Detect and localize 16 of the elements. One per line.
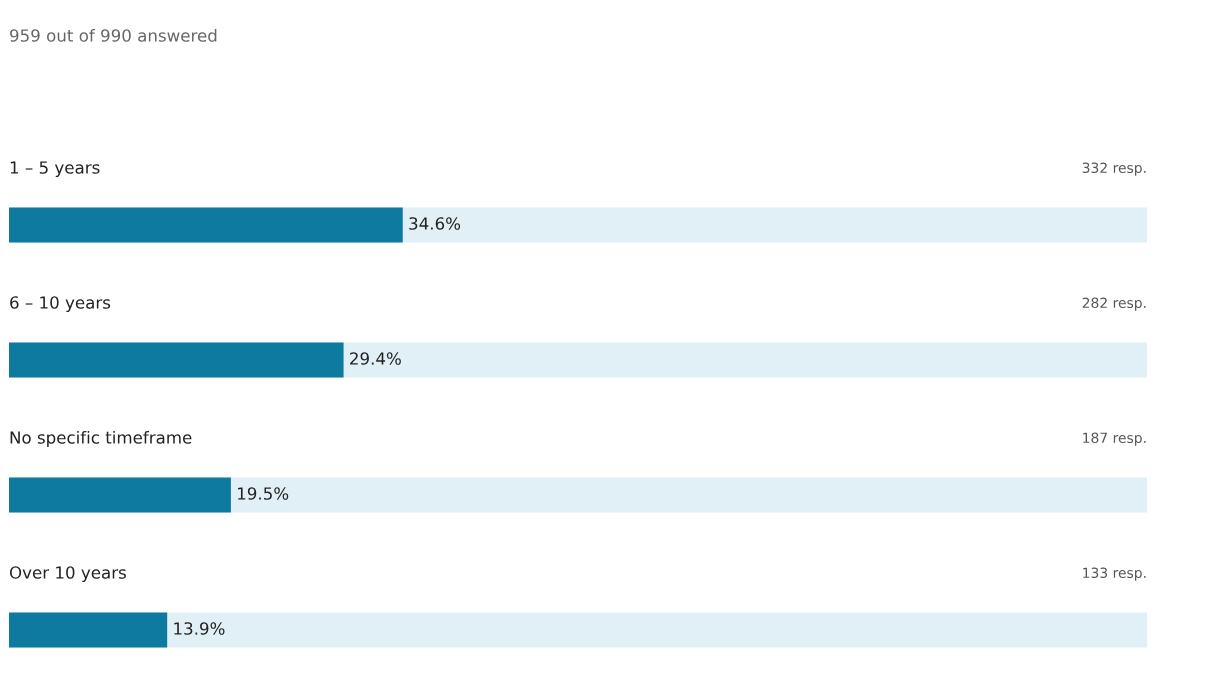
annotation: 282 resp. — [1082, 297, 1146, 311]
y-tick-label: 1 – 5 years — [10, 161, 100, 178]
annotation: 133 resp. — [1083, 567, 1146, 581]
y-tick-label: 6 – 10 years — [10, 296, 111, 313]
data-label: 29.4% — [350, 352, 401, 365]
annotation: 187 resp. — [1083, 432, 1146, 446]
data-label: 13.9% — [174, 622, 225, 635]
chart-title: 959 out of 990 answered — [10, 28, 217, 42]
annotation: 332 resp. — [1082, 162, 1146, 176]
data-label: 19.5% — [238, 487, 289, 500]
bar — [9, 612, 168, 648]
bar — [9, 342, 344, 378]
y-tick-label: Over 10 years — [9, 566, 126, 583]
data-label: 34.6% — [409, 217, 461, 230]
bar — [9, 477, 231, 513]
y-tick-label: No specific timeframe — [10, 430, 192, 448]
